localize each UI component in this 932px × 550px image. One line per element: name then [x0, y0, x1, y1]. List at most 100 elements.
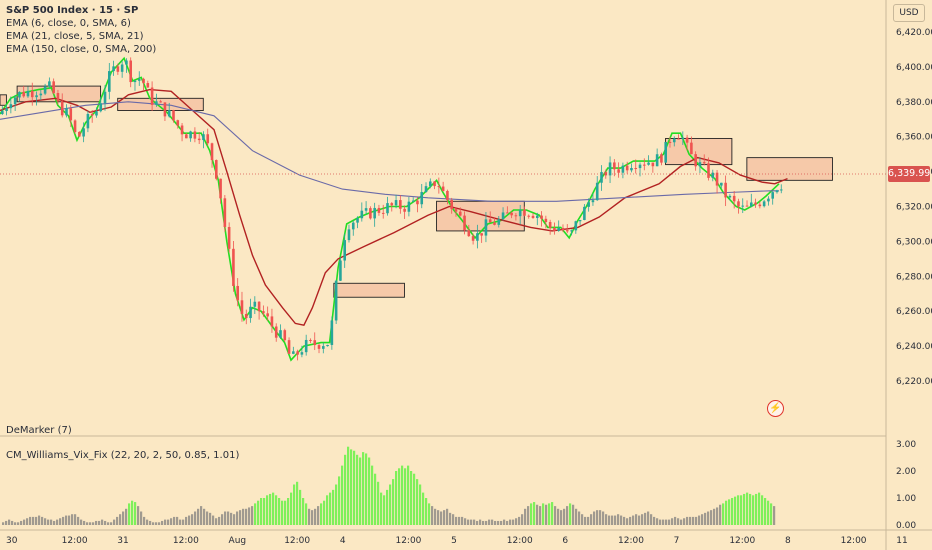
ema21-legend[interactable]: EMA (21, close, 5, SMA, 21): [6, 31, 144, 42]
candle-body: [129, 60, 132, 83]
candle-body: [257, 301, 261, 312]
symbol-title[interactable]: S&P 500 Index · 15 · SP: [6, 5, 139, 16]
vix-bar: [29, 516, 32, 525]
vix-bar: [209, 512, 212, 525]
candle-body: [253, 301, 257, 307]
candle-body: [159, 101, 162, 103]
candle-body: [613, 162, 616, 170]
ema150-legend[interactable]: EMA (150, close, 0, SMA, 200): [6, 44, 157, 55]
candle-body: [240, 300, 244, 314]
candle-body: [625, 165, 629, 171]
vix-bar: [317, 506, 320, 525]
candle-body: [411, 200, 415, 202]
candle-body: [429, 181, 432, 187]
zone-6: [746, 157, 833, 181]
time-tick-label: Aug: [229, 536, 247, 546]
vix-bar: [89, 522, 92, 525]
vix-bar: [428, 503, 431, 525]
vix-bar: [236, 511, 239, 525]
candle-body: [172, 110, 175, 121]
vix-bar: [281, 500, 284, 525]
candle-body: [360, 210, 364, 219]
candle-body: [506, 212, 509, 214]
vix-bar: [398, 468, 401, 525]
candle-body: [420, 192, 424, 205]
candle-body: [681, 137, 685, 139]
vix-bar: [383, 495, 386, 525]
candle-body: [732, 195, 736, 202]
candle-body: [39, 93, 43, 96]
candle-body: [82, 128, 85, 137]
candle-body: [249, 306, 252, 319]
vix-bar: [101, 519, 104, 525]
vix-bar: [266, 495, 269, 525]
price-tick-label: 6,220.00: [896, 377, 932, 387]
candle-body: [767, 198, 770, 202]
candle-body: [758, 204, 762, 207]
vix-bar: [479, 519, 482, 525]
demarker-legend[interactable]: DeMarker (7): [6, 425, 72, 436]
vix-bar: [263, 498, 266, 525]
vixfix-legend[interactable]: CM_Williams_Vix_Fix (22, 20, 2, 50, 0.85…: [6, 450, 240, 461]
candle-body: [523, 209, 526, 216]
vix-bar: [449, 512, 452, 525]
vix-bar: [251, 506, 254, 525]
vix-bar: [602, 511, 605, 525]
candle-body: [771, 192, 774, 199]
candle-body: [399, 200, 402, 209]
vix-bar: [32, 516, 35, 525]
vix-bar: [587, 516, 590, 525]
candle-body: [416, 200, 419, 205]
candle-body: [86, 113, 90, 129]
vix-bar: [212, 515, 215, 525]
vix-bar: [194, 511, 197, 525]
price-tick-label: 6,260.00: [896, 307, 932, 317]
vix-axis-labels: 0.00 1.00 2.00 3.00: [896, 440, 916, 531]
vix-bar: [86, 522, 89, 525]
vix-bar: [425, 498, 428, 525]
candle-body: [540, 215, 543, 219]
vix-bar: [338, 476, 341, 525]
vix-bar: [665, 519, 668, 525]
candle-body: [43, 86, 47, 94]
candle-body: [608, 162, 612, 176]
currency-button[interactable]: USD: [893, 4, 925, 22]
candle-body: [99, 103, 103, 112]
vix-bar: [155, 522, 158, 525]
vix-bar: [518, 516, 521, 525]
candle-body: [330, 320, 334, 345]
candle-body: [146, 83, 150, 88]
vix-bar: [323, 500, 326, 525]
vix-bar: [413, 473, 416, 525]
vix-bar: [188, 515, 191, 525]
vix-bar: [296, 481, 299, 525]
candle-body: [386, 203, 389, 214]
vix-bar: [344, 454, 347, 525]
candle-body: [364, 208, 368, 211]
time-tick-label: 12:00: [284, 536, 310, 546]
price-tick-label: 6,420.00: [896, 28, 932, 38]
vix-bar: [224, 511, 227, 525]
candle-body: [578, 219, 582, 222]
candle-body: [185, 134, 188, 139]
candle-body: [638, 164, 642, 169]
candle-body: [651, 162, 655, 167]
ema6-legend[interactable]: EMA (6, close, 0, SMA, 6): [6, 18, 131, 29]
vix-bar: [170, 518, 173, 525]
candle-body: [155, 101, 158, 105]
vix-bar: [617, 514, 620, 525]
vix-bar: [8, 519, 11, 525]
vix-bar: [749, 493, 752, 525]
candle-body: [309, 339, 312, 341]
vix-bar: [239, 510, 242, 525]
candle-body: [604, 172, 608, 176]
vix-bar: [758, 492, 761, 525]
vix-bar: [131, 500, 134, 525]
vix-bar: [80, 519, 83, 525]
vix-bar: [524, 508, 527, 525]
vix-bar: [563, 508, 566, 525]
vix-bar: [701, 514, 704, 525]
vix-bar: [497, 520, 500, 525]
lightning-bolt-icon[interactable]: ⚡: [767, 400, 784, 417]
